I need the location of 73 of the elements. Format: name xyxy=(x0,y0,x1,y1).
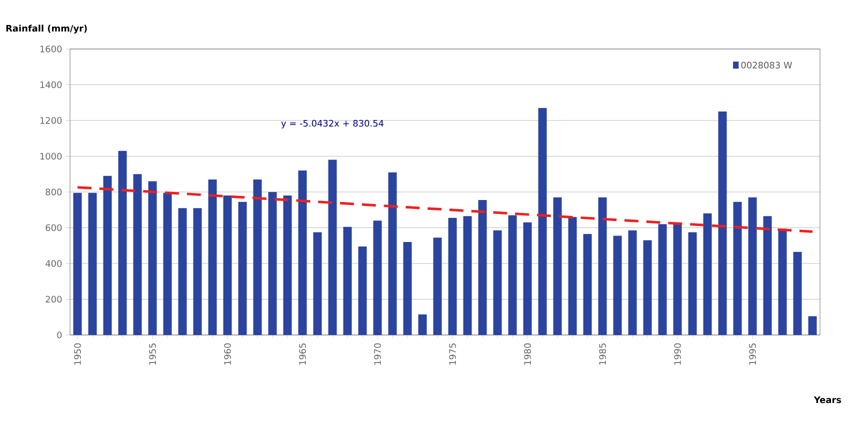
bar xyxy=(538,108,547,335)
bar xyxy=(763,216,772,335)
annotation: y = -5.0432x + 830.54 xyxy=(281,120,384,128)
y-tick-label: 1000 xyxy=(40,152,62,160)
x-tick-label: 1985 xyxy=(599,344,606,365)
bar xyxy=(463,216,472,335)
bar xyxy=(568,217,577,335)
bar xyxy=(223,196,232,335)
bar xyxy=(583,234,592,335)
bar xyxy=(163,192,172,335)
bar xyxy=(658,224,667,335)
bar xyxy=(613,236,622,335)
bar xyxy=(523,222,532,335)
x-tick-label: 1975 xyxy=(449,344,456,365)
y-tick-label: 800 xyxy=(46,188,62,196)
bar xyxy=(778,228,787,335)
bar xyxy=(628,230,637,335)
bar xyxy=(388,172,397,335)
bar xyxy=(373,220,382,335)
bar xyxy=(553,197,562,335)
bar xyxy=(193,208,202,335)
bar xyxy=(598,197,607,335)
y-axis-title: Rainfall (mm/yr) xyxy=(6,24,87,34)
bar xyxy=(448,218,457,335)
bar xyxy=(493,230,502,335)
bar xyxy=(88,192,97,335)
y-tick-label: 200 xyxy=(46,296,62,303)
x-tick-label: 1980 xyxy=(524,343,531,365)
bar xyxy=(208,179,217,335)
bar xyxy=(283,196,292,335)
bar xyxy=(268,192,277,335)
bar xyxy=(673,222,682,335)
bar xyxy=(643,240,652,335)
bar xyxy=(133,174,142,335)
bar xyxy=(328,160,337,335)
y-tick-label: 600 xyxy=(46,224,62,232)
bar xyxy=(748,197,757,335)
x-tick-label: 1995 xyxy=(749,344,756,365)
bar xyxy=(73,192,82,335)
bar xyxy=(313,232,322,335)
bar xyxy=(478,200,487,335)
bar xyxy=(118,150,127,335)
y-tick-label: 0 xyxy=(57,332,62,338)
bar xyxy=(703,213,712,335)
x-tick-label: 1990 xyxy=(674,343,681,365)
bar xyxy=(298,170,307,335)
bar xyxy=(253,179,262,335)
y-tick-label: 1600 xyxy=(40,46,62,52)
bar xyxy=(178,208,187,335)
bar xyxy=(793,252,802,335)
x-tick-label: 1970 xyxy=(374,343,381,365)
legend-label: 0028083 W xyxy=(741,62,792,69)
y-tick-label: 1400 xyxy=(40,81,62,88)
x-tick-label: 1965 xyxy=(299,344,306,365)
bar xyxy=(808,316,817,335)
bar xyxy=(433,238,442,335)
bar xyxy=(688,232,697,335)
bar xyxy=(718,112,727,335)
x-tick-label: 1960 xyxy=(224,343,231,365)
bar xyxy=(103,176,112,335)
bar xyxy=(358,246,367,335)
bar xyxy=(238,202,247,335)
bar xyxy=(508,215,517,335)
bar xyxy=(418,314,427,335)
x-axis-title: Years xyxy=(814,396,842,404)
bar xyxy=(343,226,352,335)
bar xyxy=(403,242,412,335)
y-tick-label: 1200 xyxy=(40,117,62,124)
x-tick-label: 1950 xyxy=(74,343,81,365)
y-tick-label: 400 xyxy=(46,260,62,267)
bar xyxy=(733,202,742,335)
x-tick-label: 1955 xyxy=(149,344,156,365)
bar xyxy=(148,181,157,335)
